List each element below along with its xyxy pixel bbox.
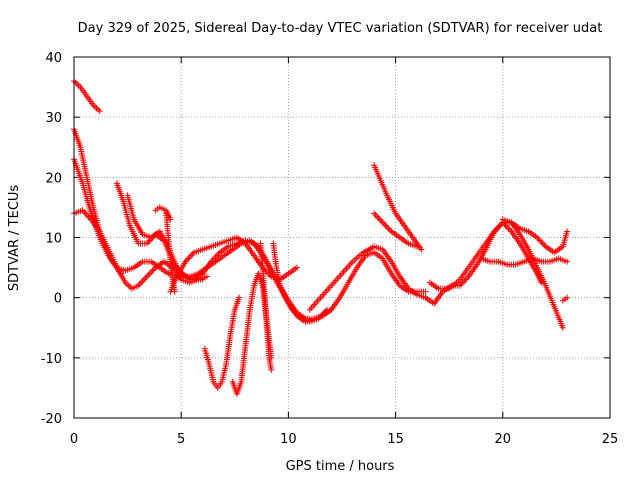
data-point xyxy=(539,240,546,247)
data-point xyxy=(85,213,92,220)
y-axis-label: SDTVAR / TECUs xyxy=(7,185,22,292)
y-tick-label: 30 xyxy=(45,111,62,126)
data-point xyxy=(378,217,385,224)
data-point xyxy=(375,214,382,221)
data-point xyxy=(141,276,148,283)
data-point xyxy=(382,222,389,229)
data-point xyxy=(236,294,243,301)
data-point xyxy=(538,239,545,246)
chart-title: Day 329 of 2025, Sidereal Day-to-day VTE… xyxy=(78,21,603,36)
data-point xyxy=(81,208,88,215)
data-point xyxy=(96,108,103,115)
data-point xyxy=(422,288,429,295)
data-point xyxy=(146,270,153,277)
series-arc-a xyxy=(71,78,103,115)
data-point xyxy=(139,278,146,285)
data-point xyxy=(502,222,509,229)
data-point xyxy=(536,237,543,244)
x-tick-label: 20 xyxy=(495,432,512,447)
data-point xyxy=(83,211,90,218)
axis-ticks: 0 5 10 15 20 25 -20 -10 0 10 20 30 40 xyxy=(41,51,619,447)
data-point xyxy=(374,213,381,220)
data-point xyxy=(564,294,571,301)
data-point xyxy=(188,252,195,259)
series-arc-g xyxy=(152,204,174,223)
data-point xyxy=(143,273,150,280)
data-point xyxy=(376,216,383,223)
data-point xyxy=(293,264,300,271)
plot-frame xyxy=(73,56,611,419)
x-axis-label: GPS time / hours xyxy=(286,459,395,474)
series-arc-d xyxy=(71,207,210,292)
y-tick-label: -10 xyxy=(41,352,62,367)
data-point xyxy=(142,275,149,282)
data-point xyxy=(414,243,421,250)
series-arc-t xyxy=(426,219,566,331)
data-point xyxy=(209,257,216,264)
series-arc-o xyxy=(270,240,429,325)
data-point xyxy=(203,273,210,280)
x-tick-label: 5 xyxy=(177,432,185,447)
data-point xyxy=(541,242,548,249)
series-arc-h xyxy=(163,210,178,295)
x-tick-label: 0 xyxy=(70,432,78,447)
data-point xyxy=(149,267,156,274)
data-point xyxy=(564,258,571,265)
series-arc-v xyxy=(499,216,571,256)
data-point xyxy=(185,255,192,262)
data-point xyxy=(384,223,391,230)
y-tick-label: 20 xyxy=(45,171,62,186)
data-points xyxy=(71,78,571,397)
data-point xyxy=(564,228,571,235)
data-point xyxy=(371,210,378,217)
data-point xyxy=(458,281,465,288)
series-arc-r xyxy=(371,210,421,250)
data-point xyxy=(506,226,513,233)
data-point xyxy=(461,278,468,285)
series-arc-p xyxy=(306,243,429,313)
data-point xyxy=(145,239,152,246)
data-point xyxy=(386,226,393,233)
data-point xyxy=(167,216,174,223)
data-point xyxy=(148,269,155,276)
series-arc-i xyxy=(167,234,300,295)
data-point xyxy=(459,279,466,286)
data-point xyxy=(505,225,512,232)
series-arc-u xyxy=(478,255,571,268)
series-arc-b xyxy=(71,126,125,277)
data-point xyxy=(535,236,542,243)
series-arc-q xyxy=(371,162,425,253)
series-arc-l xyxy=(201,294,243,391)
data-point xyxy=(379,219,386,226)
data-point xyxy=(372,211,379,218)
data-point xyxy=(559,324,566,331)
data-point xyxy=(186,254,193,261)
x-tick-label: 15 xyxy=(387,432,404,447)
data-point xyxy=(418,246,425,253)
series-arc-n xyxy=(257,240,275,373)
data-point xyxy=(381,220,388,227)
data-point xyxy=(138,279,145,286)
series-arc-w xyxy=(559,294,571,304)
data-point xyxy=(145,272,152,279)
y-tick-label: 0 xyxy=(54,292,62,307)
data-point xyxy=(268,366,275,373)
x-tick-label: 25 xyxy=(602,432,619,447)
x-tick-label: 10 xyxy=(280,432,297,447)
data-point xyxy=(385,225,392,232)
y-tick-label: 40 xyxy=(45,51,62,66)
y-tick-label: -20 xyxy=(41,412,62,427)
y-tick-label: 10 xyxy=(45,232,62,247)
data-point xyxy=(146,237,153,244)
